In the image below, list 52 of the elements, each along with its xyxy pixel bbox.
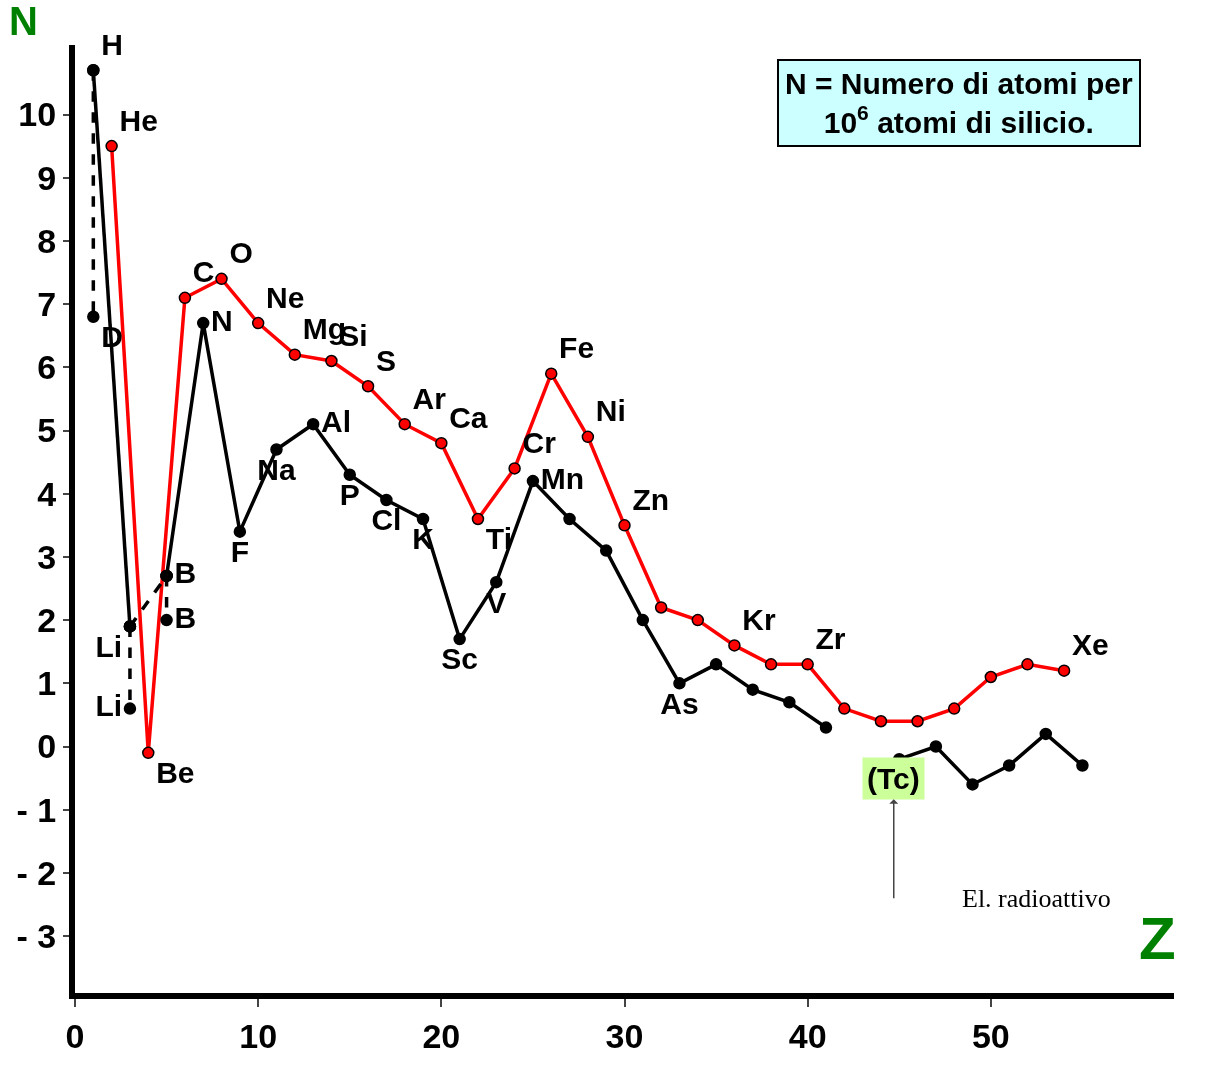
y-tick-label: 5	[37, 411, 57, 450]
data-label: C	[192, 255, 215, 289]
data-label: S	[375, 343, 396, 377]
data-label: F	[230, 535, 250, 569]
y-axis-title: N	[9, 0, 38, 43]
data-label: As	[660, 686, 699, 720]
data-label: Li	[95, 689, 123, 723]
annotation: N = Numero di atomi per 10$^{6}$ atomi di silicio.	[785, 67, 1133, 139]
data-label: He	[119, 103, 158, 137]
data-label: Al	[320, 404, 351, 438]
data-label: P	[339, 478, 360, 512]
y-tick-label: - 2	[16, 853, 57, 892]
y-tick-label: 9	[37, 158, 57, 197]
y-tick-label: - 1	[16, 790, 57, 829]
data-label: Fe	[559, 331, 595, 365]
x-axis-title: Z	[1139, 905, 1176, 972]
data-label: Ne	[266, 280, 305, 314]
x-tick-label: 40	[788, 1016, 827, 1055]
annotation: (Tc)	[867, 762, 920, 795]
data-label: N	[211, 303, 233, 337]
data-label: B	[174, 556, 197, 590]
y-tick-label: 6	[37, 348, 57, 387]
data-label: B	[174, 600, 197, 634]
data-label: O	[229, 236, 253, 270]
y-tick-label: 8	[37, 221, 57, 260]
data-label: Cl	[371, 503, 402, 537]
data-label: H	[101, 27, 123, 61]
x-tick-label: 50	[971, 1016, 1010, 1055]
x-tick-label: 10	[239, 1016, 278, 1055]
data-label: Zr	[815, 621, 846, 655]
data-label: Ca	[449, 400, 488, 434]
x-tick-label: 30	[605, 1016, 644, 1055]
data-label: Xe	[1071, 628, 1109, 662]
x-tick-label: 20	[422, 1016, 461, 1055]
y-tick-label: 4	[37, 474, 57, 513]
data-label: Ar	[412, 381, 447, 415]
y-tick-label: 0	[37, 727, 57, 766]
data-label: Sc	[441, 642, 478, 676]
y-tick-label: 10	[18, 95, 57, 134]
y-tick-label: - 3	[16, 917, 57, 956]
data-label: Ni	[595, 394, 626, 428]
x-tick-label: 0	[65, 1016, 85, 1055]
data-label: Zn	[632, 482, 670, 516]
y-tick-label: 7	[37, 285, 57, 324]
data-label: Be	[156, 756, 195, 790]
data-label: Mn	[540, 461, 585, 495]
annotation: El. radioattivo	[962, 884, 1111, 913]
data-label: Li	[95, 629, 123, 663]
data-label: Kr	[742, 603, 776, 637]
y-tick-label: 3	[37, 537, 57, 576]
y-tick-label: 1	[37, 664, 57, 703]
y-tick-label: 2	[37, 601, 57, 640]
